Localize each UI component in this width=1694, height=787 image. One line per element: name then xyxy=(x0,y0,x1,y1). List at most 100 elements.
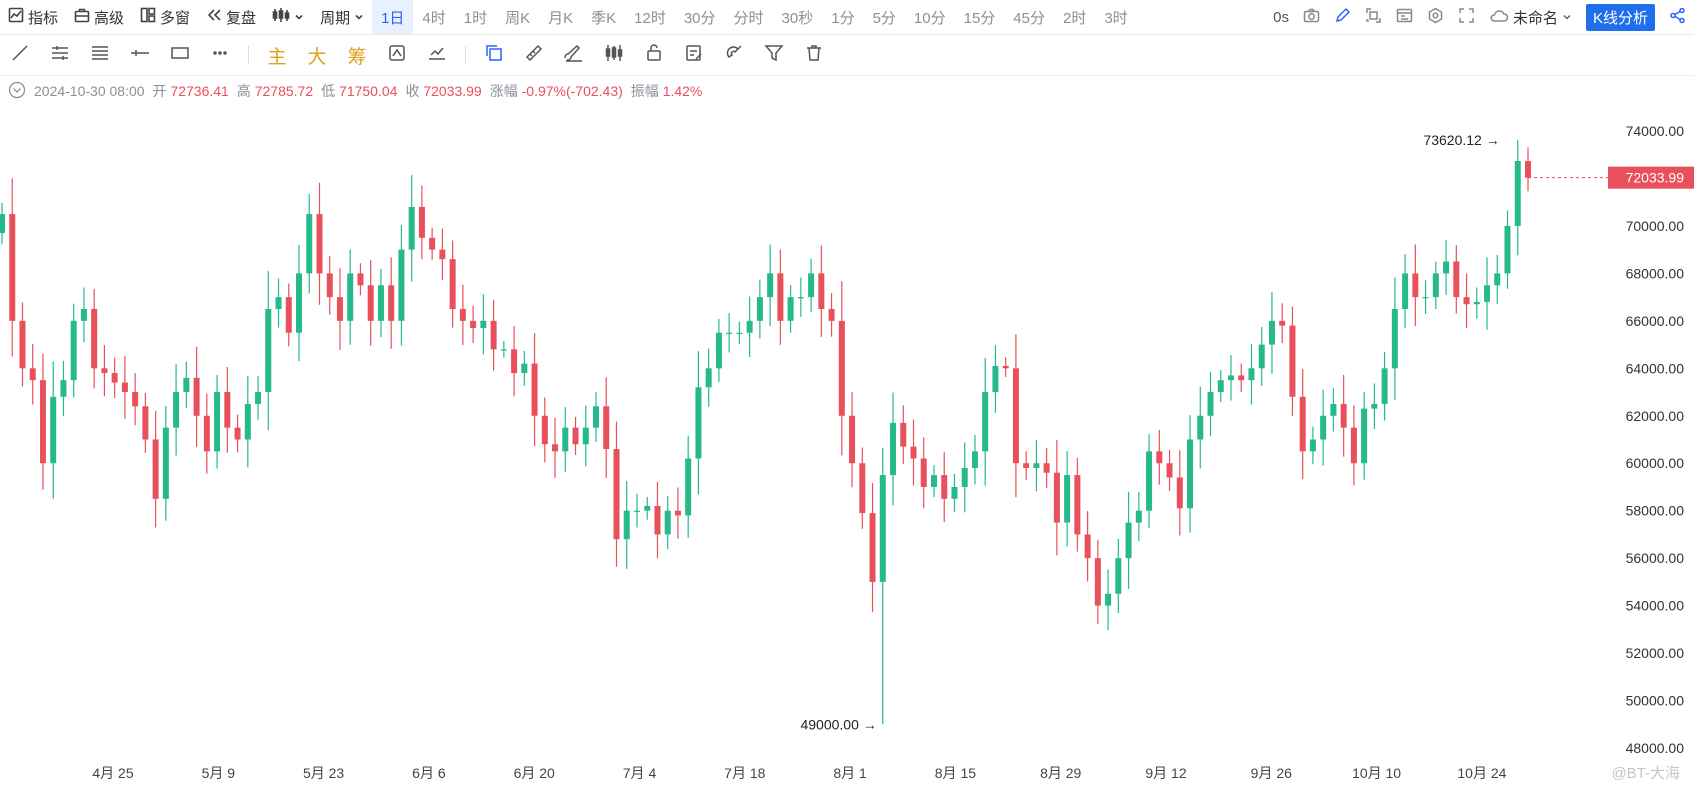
period-label: 周期 xyxy=(320,9,351,27)
chevron-down-icon xyxy=(1562,9,1572,26)
camera-icon[interactable] xyxy=(1303,7,1320,28)
candle-body xyxy=(756,297,763,321)
magnet-tool[interactable] xyxy=(714,35,754,75)
period-tab[interactable]: 月K xyxy=(548,9,574,27)
candle-body xyxy=(1002,365,1009,369)
candle-body xyxy=(1258,344,1265,369)
pencil-icon[interactable] xyxy=(1334,7,1351,28)
period-tab[interactable]: 分时 xyxy=(733,9,764,27)
period-tab[interactable]: 45分 xyxy=(1013,9,1045,27)
period-tab[interactable]: 5分 xyxy=(872,9,896,27)
candle-body xyxy=(60,380,67,397)
grid-window-icon xyxy=(140,7,156,27)
time-axis[interactable]: 4月 25 5月 9 5月 23 6月 6 6月 20 7月 4 7月 18 8月 1 8月 1… xyxy=(92,765,1506,781)
candle-body xyxy=(930,475,937,487)
candle-body xyxy=(613,448,620,540)
main-indicator-button[interactable]: 主 xyxy=(267,46,287,68)
collapse-legend-icon[interactable] xyxy=(8,81,26,102)
candle-body xyxy=(1473,301,1480,305)
signal-icon xyxy=(427,43,447,68)
lock-tool[interactable] xyxy=(634,35,674,75)
filter-tool[interactable] xyxy=(754,35,794,75)
copy-layout-tool[interactable] xyxy=(474,35,514,75)
kline-analysis-button[interactable]: K线分析 xyxy=(1585,3,1655,31)
fib-tool[interactable] xyxy=(80,35,120,75)
period-tab[interactable]: 周K xyxy=(505,9,531,27)
parallel-channel-tool[interactable] xyxy=(40,35,80,75)
candle-body xyxy=(111,373,118,383)
replay-button[interactable]: 复盘 xyxy=(198,0,264,34)
candle-body xyxy=(1207,392,1214,416)
signal-tool[interactable] xyxy=(417,35,457,75)
candle-body xyxy=(480,320,487,328)
layout-name-dropdown[interactable]: 未命名 xyxy=(1489,7,1572,28)
candle-body xyxy=(132,392,139,407)
settings-icon[interactable] xyxy=(1427,7,1444,28)
candle-body xyxy=(695,387,702,459)
candle-body xyxy=(1412,273,1419,298)
candle-body xyxy=(19,320,26,369)
candle-body xyxy=(1105,593,1112,606)
share-icon[interactable] xyxy=(1669,7,1686,28)
period-tab[interactable]: 30秒 xyxy=(781,9,814,27)
candle-body xyxy=(1146,451,1153,511)
period-tab[interactable]: 4时 xyxy=(422,9,446,27)
candle-body xyxy=(336,297,343,321)
template-icon[interactable] xyxy=(1396,7,1413,28)
candle-body xyxy=(1289,325,1296,397)
y-tick-label: 60000.00 xyxy=(1626,455,1685,471)
fullscreen-select-icon[interactable] xyxy=(1365,7,1382,28)
y-tick-label: 50000.00 xyxy=(1626,693,1685,709)
period-tab[interactable]: 10分 xyxy=(913,9,946,27)
period-tab[interactable]: 30分 xyxy=(683,9,716,27)
candle-body xyxy=(408,206,415,250)
brush-icon xyxy=(564,43,584,68)
period-tab[interactable]: 季K xyxy=(591,9,617,27)
compare-tool[interactable] xyxy=(377,35,417,75)
candle-body xyxy=(183,377,190,393)
trend-line-tool[interactable] xyxy=(0,35,40,75)
indicators-button[interactable]: 指标 xyxy=(0,0,66,34)
horizontal-line-icon xyxy=(130,43,150,68)
y-tick-label: 64000.00 xyxy=(1626,360,1685,376)
period-tab[interactable]: 2时 xyxy=(1062,9,1087,27)
more-tools-button[interactable] xyxy=(200,35,240,75)
candle-body xyxy=(357,273,364,286)
candle-body xyxy=(1238,375,1245,381)
chart-type-button[interactable] xyxy=(264,0,312,34)
candle-body xyxy=(1176,477,1183,509)
candle-body xyxy=(767,273,774,298)
advanced-button[interactable]: 高级 xyxy=(66,0,132,34)
ruler-tool[interactable] xyxy=(514,35,554,75)
period-tab[interactable]: 1时 xyxy=(463,9,488,27)
edit-list-tool[interactable] xyxy=(674,35,714,75)
big-order-button[interactable]: 大 xyxy=(307,46,327,68)
multi-window-button[interactable]: 多窗 xyxy=(132,0,198,34)
brush-tool[interactable] xyxy=(554,35,594,75)
rectangle-tool[interactable] xyxy=(160,35,200,75)
candle-body xyxy=(429,237,436,250)
high-label: 高 xyxy=(236,83,251,99)
chart-name-label: 未命名 xyxy=(1512,9,1558,27)
price-axis[interactable]: 74000.0072000.0070000.0068000.0066000.00… xyxy=(1626,123,1685,756)
candle-body xyxy=(828,308,835,321)
candle-body xyxy=(1064,475,1071,523)
candle-body xyxy=(347,273,354,321)
horizontal-line-tool[interactable] xyxy=(120,35,160,75)
candle-body xyxy=(593,406,600,428)
period-tab[interactable]: 12时 xyxy=(634,9,666,27)
period-tab[interactable]: 3时 xyxy=(1104,9,1128,27)
delete-drawings-tool[interactable] xyxy=(794,35,834,75)
candle-style-tool[interactable] xyxy=(594,35,634,75)
candle-body xyxy=(1197,415,1204,440)
y-tick-label: 52000.00 xyxy=(1626,645,1685,661)
chip-distribution-button[interactable]: 筹 xyxy=(347,46,367,68)
period-tab[interactable]: 1分 xyxy=(831,9,855,27)
candle-body xyxy=(1023,463,1030,468)
expand-icon[interactable] xyxy=(1458,7,1475,28)
annotations: 73620.12 → 49000.00 → 72033.99 xyxy=(800,132,1694,732)
period-tab[interactable]: 15分 xyxy=(963,9,996,27)
period-dropdown[interactable]: 周期 xyxy=(312,0,372,34)
period-tab[interactable]: 1日 xyxy=(372,0,414,34)
